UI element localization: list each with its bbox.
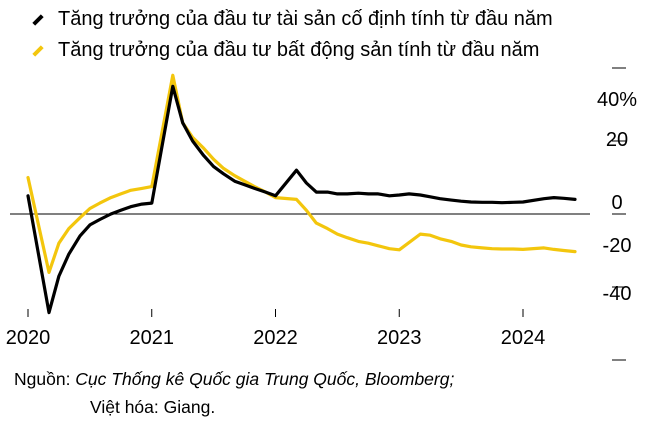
y-tick-label--20: -20 (603, 235, 632, 257)
x-tick-label-2023: 2023 (377, 327, 422, 349)
translation-note: Việt hóa: Giang. (90, 397, 216, 417)
y-tick-label-40: 40% (597, 89, 637, 111)
series-line-fixed-asset-investment (26, 84, 577, 315)
x-tick-label-2020: 2020 (6, 327, 51, 349)
x-tick-label-2024: 2024 (501, 327, 546, 349)
legend-item-fixed-asset-investment: Tăng trưởng của đầu tư tài sản cố định t… (30, 8, 553, 31)
source-text: Cục Thống kê Quốc gia Trung Quốc, Bloomb… (75, 369, 455, 389)
y-tick-label-0: 0 (611, 192, 622, 214)
x-tick-label-2022: 2022 (253, 327, 298, 349)
x-tick-label-2021: 2021 (130, 327, 175, 349)
legend-label-real-estate-investment: Tăng trưởng của đầu tư bất động sản tính… (58, 39, 540, 61)
y-tick-label-20: 20 (606, 129, 628, 151)
source-prefix: Nguồn: (14, 369, 76, 389)
legend-item-real-estate-investment: Tăng trưởng của đầu tư bất động sản tính… (30, 39, 539, 62)
y-tick-label--40: -40 (603, 283, 632, 305)
source-note: Nguồn: Cục Thống kê Quốc gia Trung Quốc,… (14, 366, 454, 392)
legend-label-fixed-asset-investment: Tăng trưởng của đầu tư tài sản cố định t… (58, 8, 553, 30)
series-line-real-estate-investment (26, 73, 577, 274)
